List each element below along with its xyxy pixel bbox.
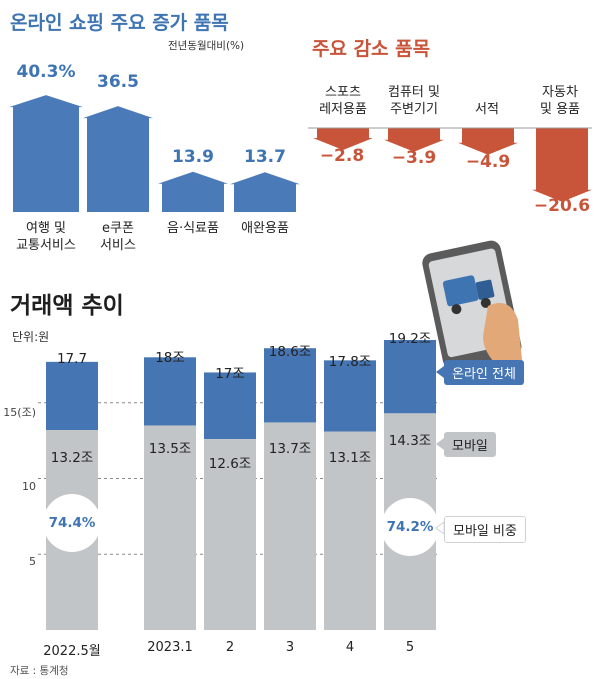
mobile-bar (324, 431, 376, 630)
increase-value-label: 13.7 (244, 147, 286, 167)
y-tick-label: 5 (29, 555, 36, 568)
total-bar (46, 361, 98, 431)
y-tick-label: 10 (22, 480, 36, 493)
x-tick-label: 2 (225, 640, 235, 655)
total-value-label: 17.7 (56, 351, 88, 367)
decrease-arrow-bar (458, 128, 518, 155)
increase-category-label: e쿠폰 서비스 (100, 221, 136, 253)
increase-unit: 전년동월대비(%) (168, 40, 245, 52)
total-bar (384, 340, 436, 414)
mobile-share-badge: 74.2% (381, 498, 439, 556)
decrease-arrow-bar (384, 128, 444, 152)
decrease-value-label: −4.9 (465, 152, 511, 172)
increase-arrow-bar (230, 172, 300, 212)
decrease-category-label: 스포츠 레저용품 (319, 85, 367, 117)
x-tick-label: 3 (285, 640, 295, 655)
x-tick-label: 2022.5월 (43, 644, 101, 659)
decrease-category-label: 서적 (475, 102, 499, 117)
increase-category-label: 여행 및 교통서비스 (16, 221, 76, 253)
increase-category-label: 애완용품 (241, 221, 289, 236)
x-tick-label: 5 (405, 640, 415, 655)
mobile-value-label: 14.3조 (388, 433, 432, 449)
mobile-value-label: 13.1조 (328, 450, 372, 466)
truck-icon (442, 275, 479, 307)
total-value-label: 18.6조 (268, 344, 312, 360)
volume-bars (46, 340, 436, 630)
legend-pointer-total (436, 366, 444, 378)
total-bar (204, 372, 256, 440)
mobile-bar (204, 439, 256, 630)
mobile-value-label: 13.7조 (268, 441, 312, 457)
increase-value-label: 13.9 (172, 147, 214, 167)
increase-arrow-bar (9, 95, 83, 212)
decrease-value-label: −3.9 (391, 148, 437, 168)
source-note: 자료 : 통계청 (10, 665, 69, 677)
decrease-title: 주요 감소 품목 (312, 38, 431, 60)
total-value-label: 17.8조 (328, 354, 372, 370)
decrease-arrow-bar (313, 128, 373, 150)
volume-unit: 단위:원 (12, 330, 50, 344)
legend-share: 모바일 비중 (444, 516, 526, 543)
volume-title: 거래액 추이 (10, 293, 124, 319)
x-tick-label: 2023.1 (147, 640, 193, 655)
increase-arrows (9, 95, 300, 212)
increase-category-label: 음·식료품 (167, 221, 219, 236)
mobile-value-label: 13.5조 (148, 441, 192, 457)
increase-arrow-bar (158, 171, 228, 212)
legend-mobile: 모바일 (444, 432, 496, 457)
decrease-value-label: −20.6 (533, 196, 591, 216)
total-bar (144, 357, 196, 426)
volume-bar-chart (38, 340, 440, 630)
legend-pointers (435, 366, 445, 535)
mobile-bar (144, 425, 196, 630)
decrease-value-label: −2.8 (319, 146, 365, 166)
increase-value-label: 40.3% (16, 62, 76, 82)
total-value-label: 18조 (155, 350, 185, 366)
phone-illustration (422, 240, 522, 366)
increase-title: 온라인 쇼핑 주요 증가 품목 (10, 12, 229, 34)
total-value-label: 19.2조 (388, 331, 432, 347)
hand-icon (483, 303, 522, 362)
decrease-arrows (313, 128, 592, 202)
legend-pointer-mobile (436, 438, 444, 450)
decrease-category-label: 자동차 및 용품 (539, 85, 580, 117)
total-bar (324, 360, 376, 432)
decrease-category-label: 컴퓨터 및 주변기기 (388, 85, 440, 117)
legend-pointer-share (435, 521, 445, 535)
increase-decrease-arrows (9, 95, 592, 212)
mobile-value-label: 12.6조 (208, 456, 252, 472)
mobile-share-badge: 74.4% (43, 494, 101, 552)
mobile-value-label: 13.2조 (50, 450, 94, 466)
increase-arrow-bar (83, 106, 153, 212)
increase-value-label: 36.5 (97, 72, 139, 92)
total-value-label: 17조 (215, 366, 245, 382)
total-bar (264, 348, 316, 423)
x-tick-label: 4 (345, 640, 355, 655)
decrease-arrow-bar (532, 128, 592, 202)
mobile-bar (264, 422, 316, 630)
legend-total: 온라인 전체 (444, 360, 524, 385)
y-tick-label: 15(조) (3, 406, 36, 419)
